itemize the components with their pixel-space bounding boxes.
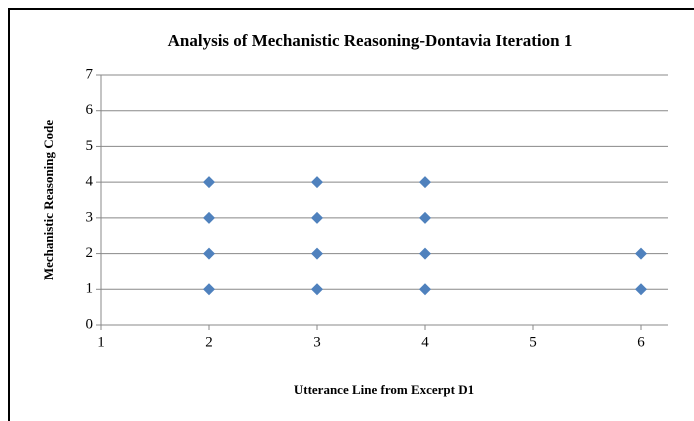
point: [311, 211, 323, 224]
x-tick-label: 2: [205, 334, 213, 350]
point: [203, 176, 215, 189]
y-tick-label: 1: [86, 281, 94, 297]
point: [419, 247, 431, 260]
x-tick-label: 4: [421, 334, 429, 350]
y-tick-label: 6: [86, 102, 94, 118]
point: [635, 247, 647, 260]
point: [635, 283, 647, 296]
y-tick-label: 4: [86, 174, 94, 190]
y-tick-label: 2: [86, 245, 94, 261]
point: [311, 176, 323, 189]
point: [311, 247, 323, 260]
point: [311, 283, 323, 296]
y-tick-label: 3: [86, 209, 94, 225]
chart-frame: [8, 8, 694, 421]
point: [419, 283, 431, 296]
point: [419, 176, 431, 189]
x-tick-label: 3: [313, 334, 321, 350]
y-axis-label: Mechanistic Reasoning Code: [41, 120, 56, 281]
point: [203, 283, 215, 296]
y-tick-label: 5: [86, 138, 94, 154]
x-tick-label: 6: [637, 334, 645, 350]
point: [419, 211, 431, 224]
x-tick-label: 5: [529, 334, 537, 350]
y-tick-label: 7: [86, 66, 94, 82]
chart-title: Analysis of Mechanistic Reasoning-Dontav…: [168, 31, 573, 50]
x-axis-label: Utterance Line from Excerpt D1: [294, 382, 474, 397]
x-tick-label: 1: [97, 334, 105, 350]
y-tick-label: 0: [86, 316, 94, 332]
point: [203, 211, 215, 224]
point: [203, 247, 215, 260]
